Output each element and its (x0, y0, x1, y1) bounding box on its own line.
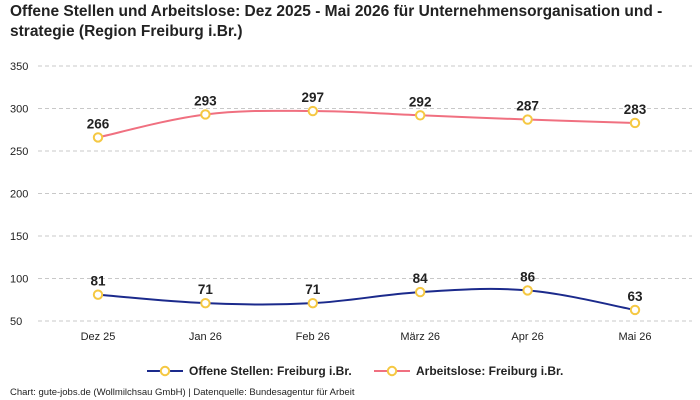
source-footer: Chart: gute-jobs.de (Wollmilchsau GmbH) … (10, 387, 355, 398)
data-point (307, 297, 318, 309)
y-tick-label: 50 (10, 316, 22, 328)
y-tick-label: 350 (10, 61, 28, 73)
data-label: 81 (90, 274, 106, 289)
data-point (307, 105, 318, 117)
grid-lines (38, 65, 692, 322)
y-axis-ticks: 50 100 150 200 250 300 350 (10, 61, 28, 328)
x-tick-label: Apr 26 (511, 331, 543, 343)
x-tick-label: Feb 26 (296, 331, 330, 343)
data-point (522, 285, 533, 296)
series-line (97, 109, 636, 139)
data-label: 266 (87, 116, 110, 131)
legend-item[interactable]: Arbeitslose: Freiburg i.Br. (374, 364, 563, 378)
data-label: 292 (409, 94, 432, 109)
legend[interactable]: Offene Stellen: Freiburg i.Br. Arbeitslos… (147, 364, 563, 378)
data-point (415, 286, 426, 298)
data-label: 283 (624, 102, 647, 117)
data-point (629, 304, 641, 316)
data-label: 71 (198, 282, 214, 297)
y-tick-label: 200 (10, 189, 28, 201)
x-tick-label: Dez 25 (81, 331, 116, 343)
y-tick-label: 150 (10, 231, 28, 243)
data-markers (92, 105, 641, 316)
x-tick-label: Jan 26 (189, 331, 222, 343)
data-point (92, 132, 104, 143)
legend-item[interactable]: Offene Stellen: Freiburg i.Br. (147, 364, 352, 378)
data-point (200, 109, 211, 120)
y-tick-label: 100 (10, 274, 28, 286)
y-tick-label: 250 (10, 146, 28, 158)
data-label: 297 (302, 90, 325, 105)
x-tick-label: Mai 26 (618, 331, 651, 343)
data-label: 86 (520, 269, 536, 284)
x-axis-ticks: Dez 25 Jan 26 Feb 26 März 26 Apr 26 Mai 26 (81, 331, 652, 343)
data-labels: 81 71 71 84 86 63 266 293 297 292 287 283 (87, 90, 647, 304)
legend-marker (159, 365, 171, 377)
series-lines (97, 109, 636, 311)
y-tick-label: 300 (10, 104, 28, 116)
x-tick-label: März 26 (400, 331, 440, 343)
series-line (97, 287, 636, 311)
data-point (200, 297, 211, 309)
legend-label: Arbeitslose: Freiburg i.Br. (416, 364, 563, 378)
data-point (629, 117, 641, 129)
data-label: 71 (305, 282, 321, 297)
data-label: 293 (194, 93, 217, 108)
legend-marker (386, 365, 398, 377)
data-label: 287 (516, 99, 539, 114)
legend-label: Offene Stellen: Freiburg i.Br. (189, 364, 352, 378)
data-point (522, 114, 533, 125)
data-label: 84 (413, 271, 429, 286)
data-point (415, 110, 426, 121)
data-point (92, 289, 104, 300)
chart-title: Offene Stellen und Arbeitslose: Dez 2025… (10, 3, 663, 40)
data-label: 63 (627, 289, 643, 304)
